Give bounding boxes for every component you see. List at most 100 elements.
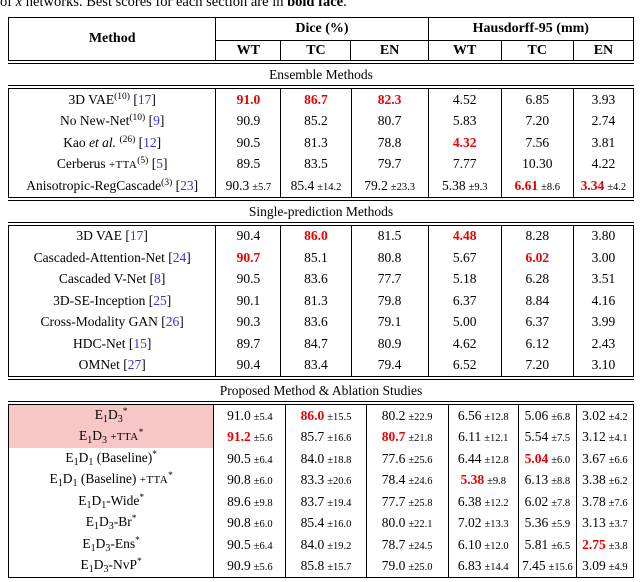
value-cell: 81.3 (280, 132, 352, 154)
value-cell: 6.28 (500, 268, 574, 290)
table-row: E1D3-Ens* 90.5 ±6.4 84.0 ±19.2 78.7 ±24.5 6.10 ±… (9, 534, 634, 556)
method-name-text: 3 (103, 564, 109, 576)
method-name-text: * (138, 428, 144, 439)
value-cell: 4.22 (572, 153, 634, 175)
value-cell: 5.67 (427, 247, 502, 269)
value-cell: 85.4 ±16.0 (285, 512, 367, 534)
std-deviation: ±6.4 (253, 454, 273, 466)
column-header-dice-wt: WT (215, 40, 282, 61)
value-cell: 86.7 (280, 88, 352, 111)
citation-link[interactable]: 9 (153, 113, 160, 129)
method-name-text: E (82, 535, 91, 551)
method-cell: OMNet [27] (9, 355, 216, 377)
value-cell: 79.4 (350, 354, 429, 377)
value-cell: 89.5 (215, 153, 281, 175)
method-name-text: [ (145, 113, 154, 129)
citation-link[interactable]: 17 (129, 228, 144, 244)
method-name-text: OMNet [ (78, 357, 128, 373)
value-cell: 90.5 (215, 268, 281, 290)
best-score-value: 5.38 (460, 472, 485, 488)
std-deviation: ±16.6 (327, 433, 352, 445)
citation-link[interactable]: 23 (180, 177, 194, 193)
method-cell: Cascaded-Attention-Net [24] (9, 247, 216, 269)
best-score-value: 4.48 (452, 228, 477, 244)
value-cell: 3.81 (572, 132, 634, 154)
method-name-text: [ (172, 177, 181, 193)
score-value: 90.9 (236, 113, 261, 129)
score-value: 5.06 (524, 407, 549, 423)
citation-link[interactable]: 25 (153, 292, 167, 308)
value-cell: 7.45 ±15.6 (517, 555, 577, 578)
method-cell: 3D VAE [17] (9, 225, 216, 247)
std-deviation: ±22.1 (408, 519, 433, 531)
value-cell: 7.20 (500, 354, 574, 377)
method-cell: Cross-Modality GAN [26] (9, 312, 216, 334)
citation-link[interactable]: 17 (137, 91, 152, 107)
score-value: 5.81 (524, 536, 549, 552)
value-cell: 79.1 (350, 311, 429, 333)
method-name-text: E (94, 406, 104, 422)
method-name-text: 1 (101, 499, 107, 511)
citation-link[interactable]: 12 (143, 134, 157, 150)
method-cell: Anisotropic-RegCascade(3) [23] (9, 175, 216, 197)
score-value: 90.9 (227, 558, 251, 574)
std-deviation: ±15.5 (327, 411, 352, 423)
method-name-text: 1 (72, 478, 78, 490)
value-cell: 80.9 (350, 333, 429, 355)
std-deviation: ±24.6 (408, 476, 433, 488)
method-name-text: -Ens (110, 535, 136, 551)
best-score-value: 82.3 (377, 91, 402, 107)
citation-link[interactable]: 8 (154, 271, 161, 287)
method-name-text: Kao (63, 134, 90, 150)
method-name-text: * (131, 514, 137, 525)
score-value: 78.8 (377, 134, 402, 150)
method-name-text: 1 (87, 435, 93, 447)
std-deviation: ±8.8 (551, 476, 571, 488)
value-cell: 83.6 (280, 311, 352, 333)
method-name-text: 3 (108, 521, 114, 533)
citation-link[interactable]: 15 (133, 335, 147, 351)
section-table-single-prediction: 3D VAE [17] 90.4 86.0 81.5 4.48 8.28 3.80 Casca… (8, 224, 634, 377)
std-deviation: ±13.3 (484, 519, 509, 531)
value-cell: 90.5 ±6.4 (213, 448, 286, 470)
value-cell: 5.00 (427, 311, 502, 333)
value-cell: 89.7 (215, 333, 281, 355)
method-name-text: D (93, 557, 104, 573)
value-cell: 6.56 ±12.8 (447, 404, 519, 427)
score-value: 5.36 (524, 515, 549, 531)
method-name-text: E (78, 492, 87, 508)
score-value: 79.1 (377, 314, 402, 330)
score-value: 3.67 (582, 450, 606, 466)
value-cell: 80.0 ±22.1 (365, 512, 449, 534)
value-cell: 90.8 ±6.0 (213, 469, 286, 491)
value-cell: 80.8 (350, 247, 429, 269)
score-value: 77.6 (381, 450, 406, 466)
method-name-text: E (78, 428, 88, 444)
value-cell: 3.38 ±6.2 (575, 469, 634, 491)
method-name-text: D (92, 428, 102, 444)
value-cell: 90.7 (215, 247, 281, 269)
std-deviation: ±4.2 (607, 181, 627, 193)
score-value: 2.43 (591, 335, 616, 351)
citation-link[interactable]: 24 (172, 249, 187, 265)
method-name-text: +TTA (110, 431, 139, 444)
value-cell: 6.13 ±8.8 (517, 469, 577, 491)
std-deviation: ±12.8 (484, 454, 509, 466)
method-name-text: * (139, 492, 145, 503)
value-cell: 80.2 ±22.9 (365, 404, 449, 427)
method-name-text: et al. (89, 134, 117, 150)
value-cell: 4.62 (427, 333, 502, 355)
score-value: 90.4 (236, 228, 261, 244)
method-name-text: D (78, 449, 89, 465)
table-row: E1D1-Wide* 89.6 ±9.8 83.7 ±19.4 77.7 ±25.8 6.38… (9, 491, 634, 513)
citation-link[interactable]: 26 (165, 314, 180, 330)
citation-link[interactable]: 5 (156, 156, 163, 172)
value-cell: 3.02 ±4.2 (575, 404, 634, 427)
table-row: Anisotropic-RegCascade(3) [23] 90.3 ±5.7 85… (9, 175, 634, 197)
method-name-text: ] (193, 177, 199, 193)
citation-link[interactable]: 27 (127, 357, 142, 373)
value-cell: 4.48 (427, 225, 502, 247)
table-row: E1D3* 91.0 ±5.4 86.0 ±15.5 80.2 ±22.9 6.56 ±12.8… (8, 404, 634, 427)
score-value: 85.7 (300, 429, 325, 445)
value-cell: 8.28 (500, 225, 574, 247)
